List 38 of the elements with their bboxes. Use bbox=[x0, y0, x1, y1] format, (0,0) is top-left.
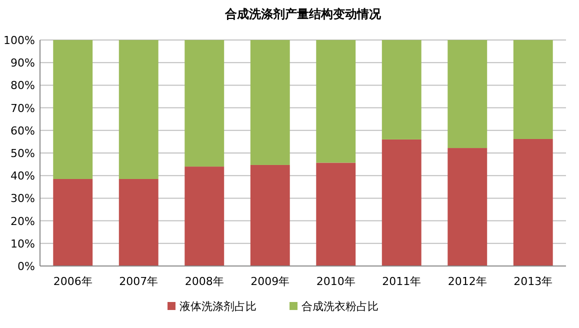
x-tick-label: 2009年 bbox=[250, 275, 290, 288]
bar bbox=[118, 178, 158, 266]
chart-title: 合成洗涤剂产量结构变动情况 bbox=[224, 7, 382, 21]
y-tick-label: 10% bbox=[10, 237, 35, 250]
y-tick-label: 80% bbox=[10, 79, 35, 92]
x-tick-label: 2013年 bbox=[514, 275, 553, 288]
x-tick-label: 2006年 bbox=[53, 275, 92, 288]
x-tick-label: 2011年 bbox=[382, 275, 422, 288]
bar bbox=[382, 40, 422, 140]
y-tick-label: 60% bbox=[10, 124, 35, 138]
y-tick-label: 40% bbox=[10, 170, 35, 183]
y-tick-label: 100% bbox=[4, 34, 35, 47]
y-tick-label: 50% bbox=[10, 147, 35, 160]
legend-label: 合成洗衣粉占比 bbox=[302, 300, 378, 313]
bar bbox=[53, 40, 93, 179]
bar bbox=[448, 148, 488, 266]
x-tick-label: 2008年 bbox=[184, 275, 224, 288]
y-tick-label: 70% bbox=[10, 102, 35, 115]
bar bbox=[250, 40, 290, 165]
y-tick-label: 0% bbox=[18, 260, 35, 273]
bar bbox=[316, 162, 356, 266]
bar bbox=[382, 139, 422, 266]
bar bbox=[448, 40, 488, 148]
bar bbox=[118, 40, 158, 179]
bar bbox=[184, 40, 224, 167]
y-tick-label: 30% bbox=[10, 192, 35, 206]
y-tick-label: 20% bbox=[10, 214, 35, 228]
y-tick-label: 90% bbox=[10, 56, 35, 70]
x-tick-label: 2010年 bbox=[316, 275, 356, 288]
x-tick-label: 2007年 bbox=[119, 275, 158, 288]
legend-label: 液体洗涤剂占比 bbox=[180, 300, 256, 313]
bar bbox=[184, 166, 224, 266]
bar bbox=[250, 164, 290, 266]
x-tick-label: 2012年 bbox=[448, 275, 487, 288]
bar bbox=[53, 178, 93, 266]
bar bbox=[513, 40, 553, 139]
bar bbox=[513, 138, 553, 266]
bar bbox=[316, 40, 356, 163]
